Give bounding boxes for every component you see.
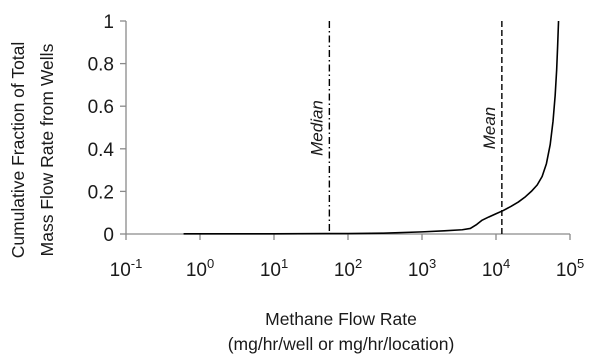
y-tick-label: 0.2 (88, 182, 114, 203)
y-axis-title-line-1: Cumulative Fraction of Total (8, 42, 28, 259)
y-tick-label: 0.6 (88, 97, 114, 118)
y-axis-title: Cumulative Fraction of Total Mass Flow R… (8, 42, 57, 259)
x-tick-label: 105 (556, 256, 584, 281)
x-axis-title: Methane Flow Rate (mg/hr/well or mg/hr/l… (228, 309, 455, 354)
x-axis-tick-labels: 10-1 100 101 102 103 104 105 (110, 256, 585, 281)
x-axis-title-line-1: Methane Flow Rate (265, 309, 417, 329)
series-layer (183, 20, 560, 235)
x-tick-label: 104 (482, 256, 510, 281)
x-tick-label: 102 (334, 256, 362, 281)
x-axis-title-line-2: (mg/hr/well or mg/hr/location) (228, 334, 455, 354)
x-tick-label: 101 (260, 256, 288, 281)
y-axis-tick-labels: 0 0.2 0.4 0.6 0.8 1 (88, 12, 115, 246)
mean-annotation: Mean (480, 107, 499, 150)
y-tick-label: 1 (103, 12, 114, 33)
y-tick-label: 0.4 (88, 140, 115, 161)
y-axis-title-line-2: Mass Flow Rate from Wells (37, 43, 57, 256)
x-axis-ticks (125, 234, 571, 240)
x-tick-label: 10-1 (110, 256, 143, 281)
reference-lines: Median Mean (307, 21, 503, 234)
y-tick-label: 0 (103, 225, 114, 246)
y-tick-label: 0.8 (88, 55, 114, 76)
y-axis-ticks (120, 20, 126, 235)
x-tick-label: 103 (408, 256, 436, 281)
median-annotation: Median (307, 100, 326, 156)
x-tick-label: 100 (186, 256, 214, 281)
cumulative-fraction-line (183, 20, 560, 235)
